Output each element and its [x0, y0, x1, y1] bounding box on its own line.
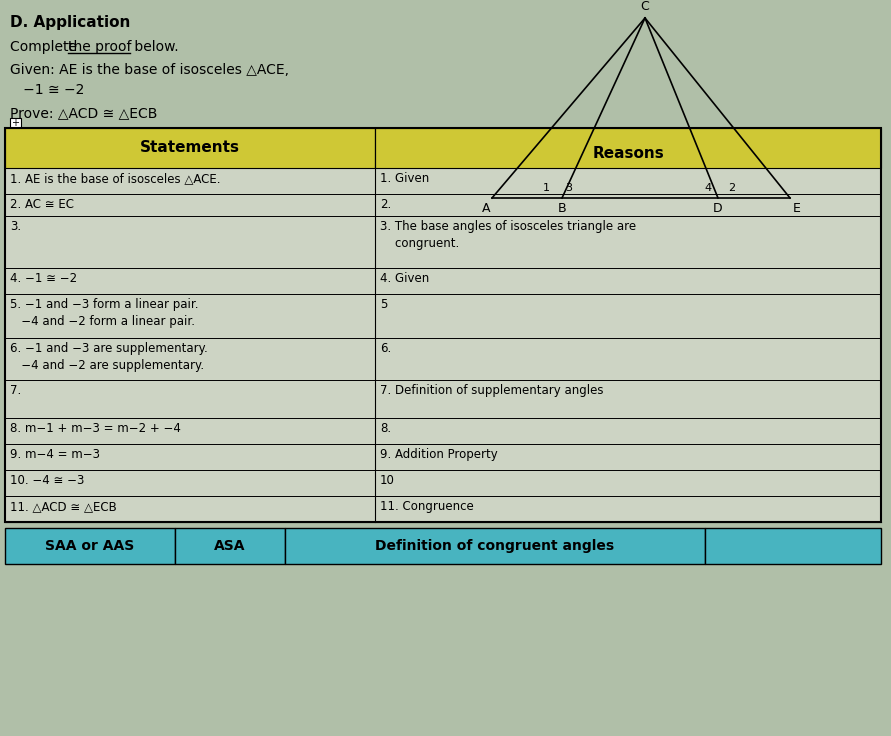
Text: 9. Addition Property: 9. Addition Property [380, 448, 498, 461]
Text: 3. The base angles of isosceles triangle are
    congruent.: 3. The base angles of isosceles triangle… [380, 220, 636, 250]
FancyBboxPatch shape [285, 528, 705, 564]
Text: 8. m−1 + m−3 = m−2 + −4: 8. m−1 + m−3 = m−2 + −4 [10, 422, 181, 435]
Text: 7. Definition of supplementary angles: 7. Definition of supplementary angles [380, 384, 603, 397]
FancyBboxPatch shape [705, 528, 881, 564]
Text: 10. −4 ≅ −3: 10. −4 ≅ −3 [10, 474, 85, 487]
Text: Definition of congruent angles: Definition of congruent angles [375, 539, 615, 553]
Text: 11. △ACD ≅ △ECB: 11. △ACD ≅ △ECB [10, 500, 117, 513]
Text: 4. Given: 4. Given [380, 272, 429, 285]
Text: C: C [641, 0, 650, 13]
Text: 2: 2 [729, 183, 736, 193]
Text: the proof: the proof [68, 40, 132, 54]
Text: Given: AE is the base of isosceles △ACE,: Given: AE is the base of isosceles △ACE, [10, 63, 289, 77]
Text: 6.: 6. [380, 342, 391, 355]
Text: Statements: Statements [140, 141, 240, 155]
Text: below.: below. [130, 40, 178, 54]
Text: B: B [558, 202, 567, 215]
Text: +: + [12, 118, 20, 129]
Text: 3.: 3. [10, 220, 21, 233]
FancyBboxPatch shape [5, 528, 175, 564]
Text: 6. −1 and −3 are supplementary.
   −4 and −2 are supplementary.: 6. −1 and −3 are supplementary. −4 and −… [10, 342, 208, 372]
Text: 5. −1 and −3 form a linear pair.
   −4 and −2 form a linear pair.: 5. −1 and −3 form a linear pair. −4 and … [10, 298, 199, 328]
FancyBboxPatch shape [5, 128, 375, 168]
FancyBboxPatch shape [10, 118, 21, 129]
Text: Prove: △ACD ≅ △ECB: Prove: △ACD ≅ △ECB [10, 106, 158, 120]
Text: 10: 10 [380, 474, 395, 487]
Text: A: A [482, 202, 490, 215]
Text: ASA: ASA [214, 539, 246, 553]
Text: 2.: 2. [380, 198, 391, 211]
FancyBboxPatch shape [5, 128, 881, 522]
Text: −1 ≅ −2: −1 ≅ −2 [10, 83, 85, 97]
Text: 2. AC ≅ EC: 2. AC ≅ EC [10, 198, 74, 211]
FancyBboxPatch shape [375, 128, 881, 168]
FancyBboxPatch shape [175, 528, 285, 564]
Text: D: D [713, 202, 723, 215]
Text: Complete: Complete [10, 40, 81, 54]
Text: E: E [793, 202, 801, 215]
Text: 1: 1 [543, 183, 550, 193]
Text: 11. Congruence: 11. Congruence [380, 500, 474, 513]
Text: D. Application: D. Application [10, 15, 130, 30]
Text: 7.: 7. [10, 384, 21, 397]
Text: 4: 4 [705, 183, 712, 193]
Text: 4. −1 ≅ −2: 4. −1 ≅ −2 [10, 272, 78, 285]
Text: 9. m−4 = m−3: 9. m−4 = m−3 [10, 448, 100, 461]
Text: 5: 5 [380, 298, 388, 311]
Text: 1. AE is the base of isosceles △ACE.: 1. AE is the base of isosceles △ACE. [10, 172, 220, 185]
Text: 8.: 8. [380, 422, 391, 435]
Text: Reasons: Reasons [593, 146, 664, 161]
Text: 1. Given: 1. Given [380, 172, 429, 185]
Text: SAA or AAS: SAA or AAS [45, 539, 135, 553]
Text: 3: 3 [566, 183, 573, 193]
